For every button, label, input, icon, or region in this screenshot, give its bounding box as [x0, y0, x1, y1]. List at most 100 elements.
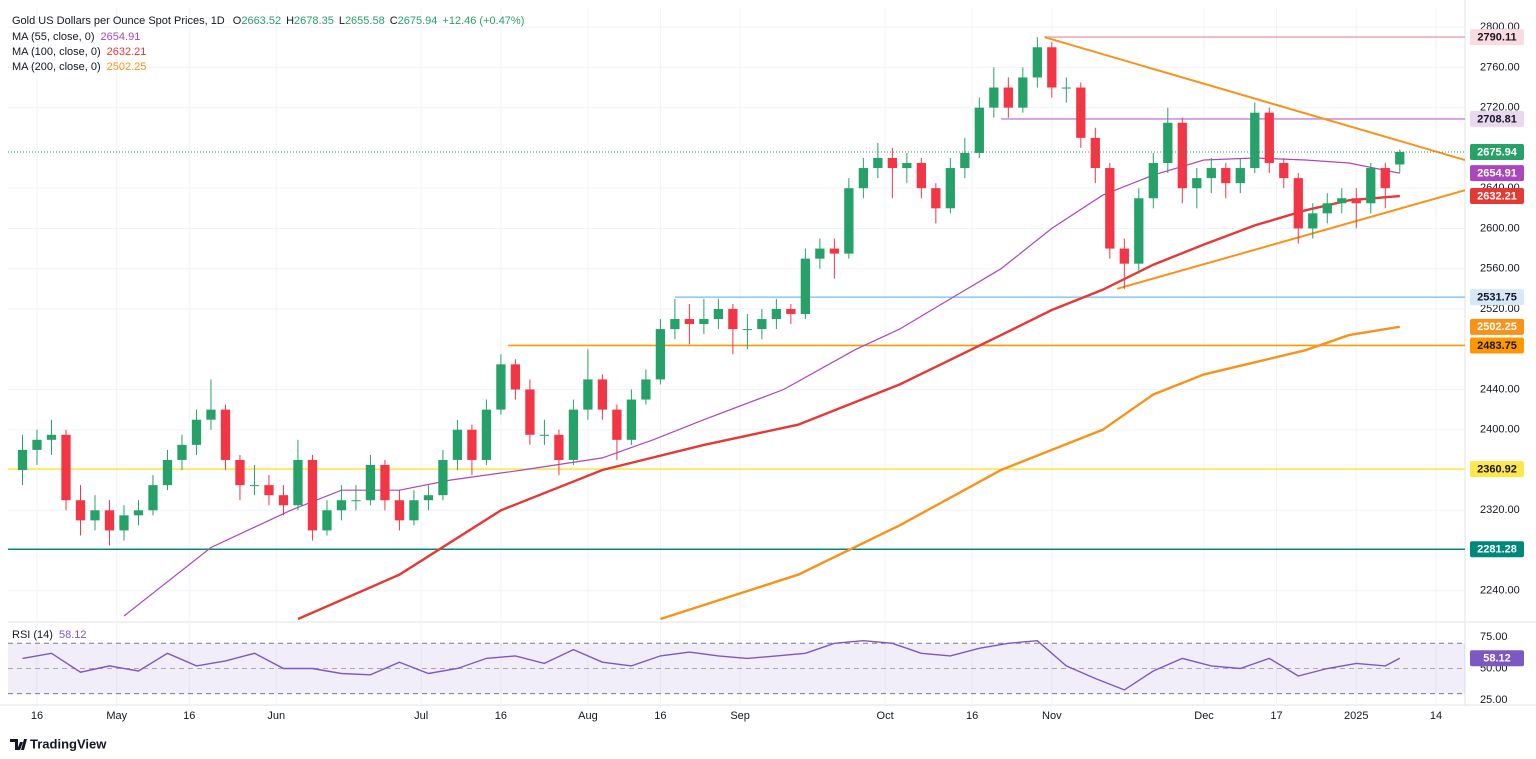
- candle-body: [757, 319, 767, 330]
- y-tick-label: 2320.00: [1480, 504, 1520, 516]
- candle-body: [510, 364, 521, 390]
- level-price-label-bg: [1470, 110, 1524, 127]
- candle-body: [1351, 198, 1361, 204]
- candle-body: [539, 434, 550, 436]
- candle-body: [626, 399, 637, 440]
- ma-legend-name: MA (100, close, 0): [12, 46, 101, 58]
- x-tick-label: 17: [1270, 710, 1282, 722]
- candle-body: [148, 485, 158, 511]
- ohlc-label: O: [233, 15, 242, 27]
- candle-body: [989, 87, 999, 108]
- candle-body: [1119, 248, 1129, 264]
- candle-body: [771, 308, 782, 320]
- x-tick-label: May: [106, 710, 127, 722]
- x-tick-label: Jun: [267, 710, 285, 722]
- candle-body: [916, 163, 926, 189]
- candle-body: [235, 459, 245, 486]
- candle-body: [800, 258, 811, 314]
- trendline: [1116, 189, 1465, 290]
- y-tick-label: 2440.00: [1480, 383, 1520, 395]
- level-price-label-bg: [1470, 461, 1524, 478]
- candle-body: [786, 308, 796, 314]
- candle-body: [1148, 163, 1158, 199]
- candle-body: [380, 464, 390, 501]
- candle-body: [1076, 87, 1086, 138]
- y-tick-label: 2760.00: [1480, 61, 1520, 73]
- change-value: +12.46 (+0.47%): [442, 15, 524, 27]
- candle-body: [568, 409, 579, 460]
- x-tick-label: Aug: [578, 710, 598, 722]
- ma-price-label-bg: [1470, 165, 1524, 182]
- candle-body: [90, 510, 100, 521]
- legend-main: Gold US Dollars per Ounce Spot Prices, 1…: [12, 15, 524, 27]
- candle-body: [699, 319, 709, 325]
- candle-body: [61, 434, 71, 501]
- candle-body: [1192, 178, 1202, 189]
- candle-body: [75, 500, 86, 521]
- candle-body: [1177, 122, 1187, 189]
- ma-legend: MA (100, close, 0) 2632.21: [12, 46, 146, 58]
- level-price-label-bg: [1470, 541, 1524, 558]
- candle-body: [670, 319, 680, 330]
- candle-body: [104, 510, 115, 531]
- ma-legend: MA (200, close, 0) 2502.25: [12, 61, 146, 73]
- candle-body: [684, 319, 695, 325]
- candle-body: [293, 459, 303, 506]
- candle-body: [887, 157, 897, 169]
- x-tick-label: Sep: [730, 710, 750, 722]
- x-tick-label: Oct: [877, 710, 894, 722]
- candle-body: [452, 429, 463, 460]
- plot-area: [8, 36, 1465, 620]
- candle-body: [1061, 87, 1071, 89]
- candle-body: [307, 459, 318, 531]
- candle-body: [583, 379, 593, 410]
- ohlc-value: 2675.94: [398, 15, 438, 27]
- candle-body: [1221, 168, 1231, 184]
- candle-body: [438, 459, 448, 496]
- rsi-legend-value: 58.12: [59, 629, 87, 641]
- candle-body: [525, 389, 535, 435]
- candle-body: [829, 248, 839, 254]
- logo: TradingView: [10, 736, 107, 751]
- chart-title: Gold US Dollars per Ounce Spot Prices, 1…: [12, 15, 225, 27]
- candle-body: [206, 409, 216, 420]
- ohlc-value: 2678.35: [294, 15, 334, 27]
- y-tick-label: 2720.00: [1480, 102, 1520, 114]
- ohlc-value: 2663.52: [241, 15, 281, 27]
- x-tick-label: Jul: [414, 710, 428, 722]
- ma-price-label-bg: [1470, 318, 1524, 335]
- candle-body: [32, 439, 42, 450]
- candle-body: [1090, 137, 1100, 169]
- candle-body: [1047, 47, 1057, 88]
- x-tick-label: 16: [495, 710, 507, 722]
- candle-body: [336, 500, 347, 511]
- y-tick-label: 25.00: [1480, 694, 1508, 706]
- level-price-label: 2708.81: [1477, 113, 1517, 125]
- candle-body: [931, 188, 941, 209]
- ma-legend-name: MA (55, close, 0): [12, 31, 95, 43]
- candle-body: [1395, 152, 1405, 165]
- x-tick-label: Nov: [1042, 710, 1062, 722]
- level-price-label: 2483.75: [1477, 340, 1517, 352]
- level-price-label: 2281.28: [1477, 544, 1517, 556]
- x-tick-label: 14: [1430, 710, 1442, 722]
- moving-average-line: [123, 157, 1400, 617]
- logo-text: TradingView: [30, 736, 107, 751]
- rsi-legend-name: RSI (14): [12, 629, 53, 641]
- candle-body: [1003, 87, 1013, 108]
- level-price-label: 2360.92: [1477, 463, 1517, 475]
- candle-body: [409, 500, 419, 521]
- ohlc-label: C: [390, 15, 398, 27]
- candle-body: [1018, 77, 1028, 108]
- candle-body: [467, 429, 477, 460]
- candle-body: [1366, 168, 1376, 204]
- candle-body: [365, 464, 376, 501]
- candle-body: [742, 329, 753, 331]
- candle-body: [945, 168, 955, 209]
- x-tick-label: 16: [966, 710, 978, 722]
- candle-body: [481, 409, 492, 460]
- moving-average-line: [660, 325, 1400, 620]
- level-price-label: 2790.11: [1477, 31, 1516, 43]
- candle-body: [713, 308, 724, 320]
